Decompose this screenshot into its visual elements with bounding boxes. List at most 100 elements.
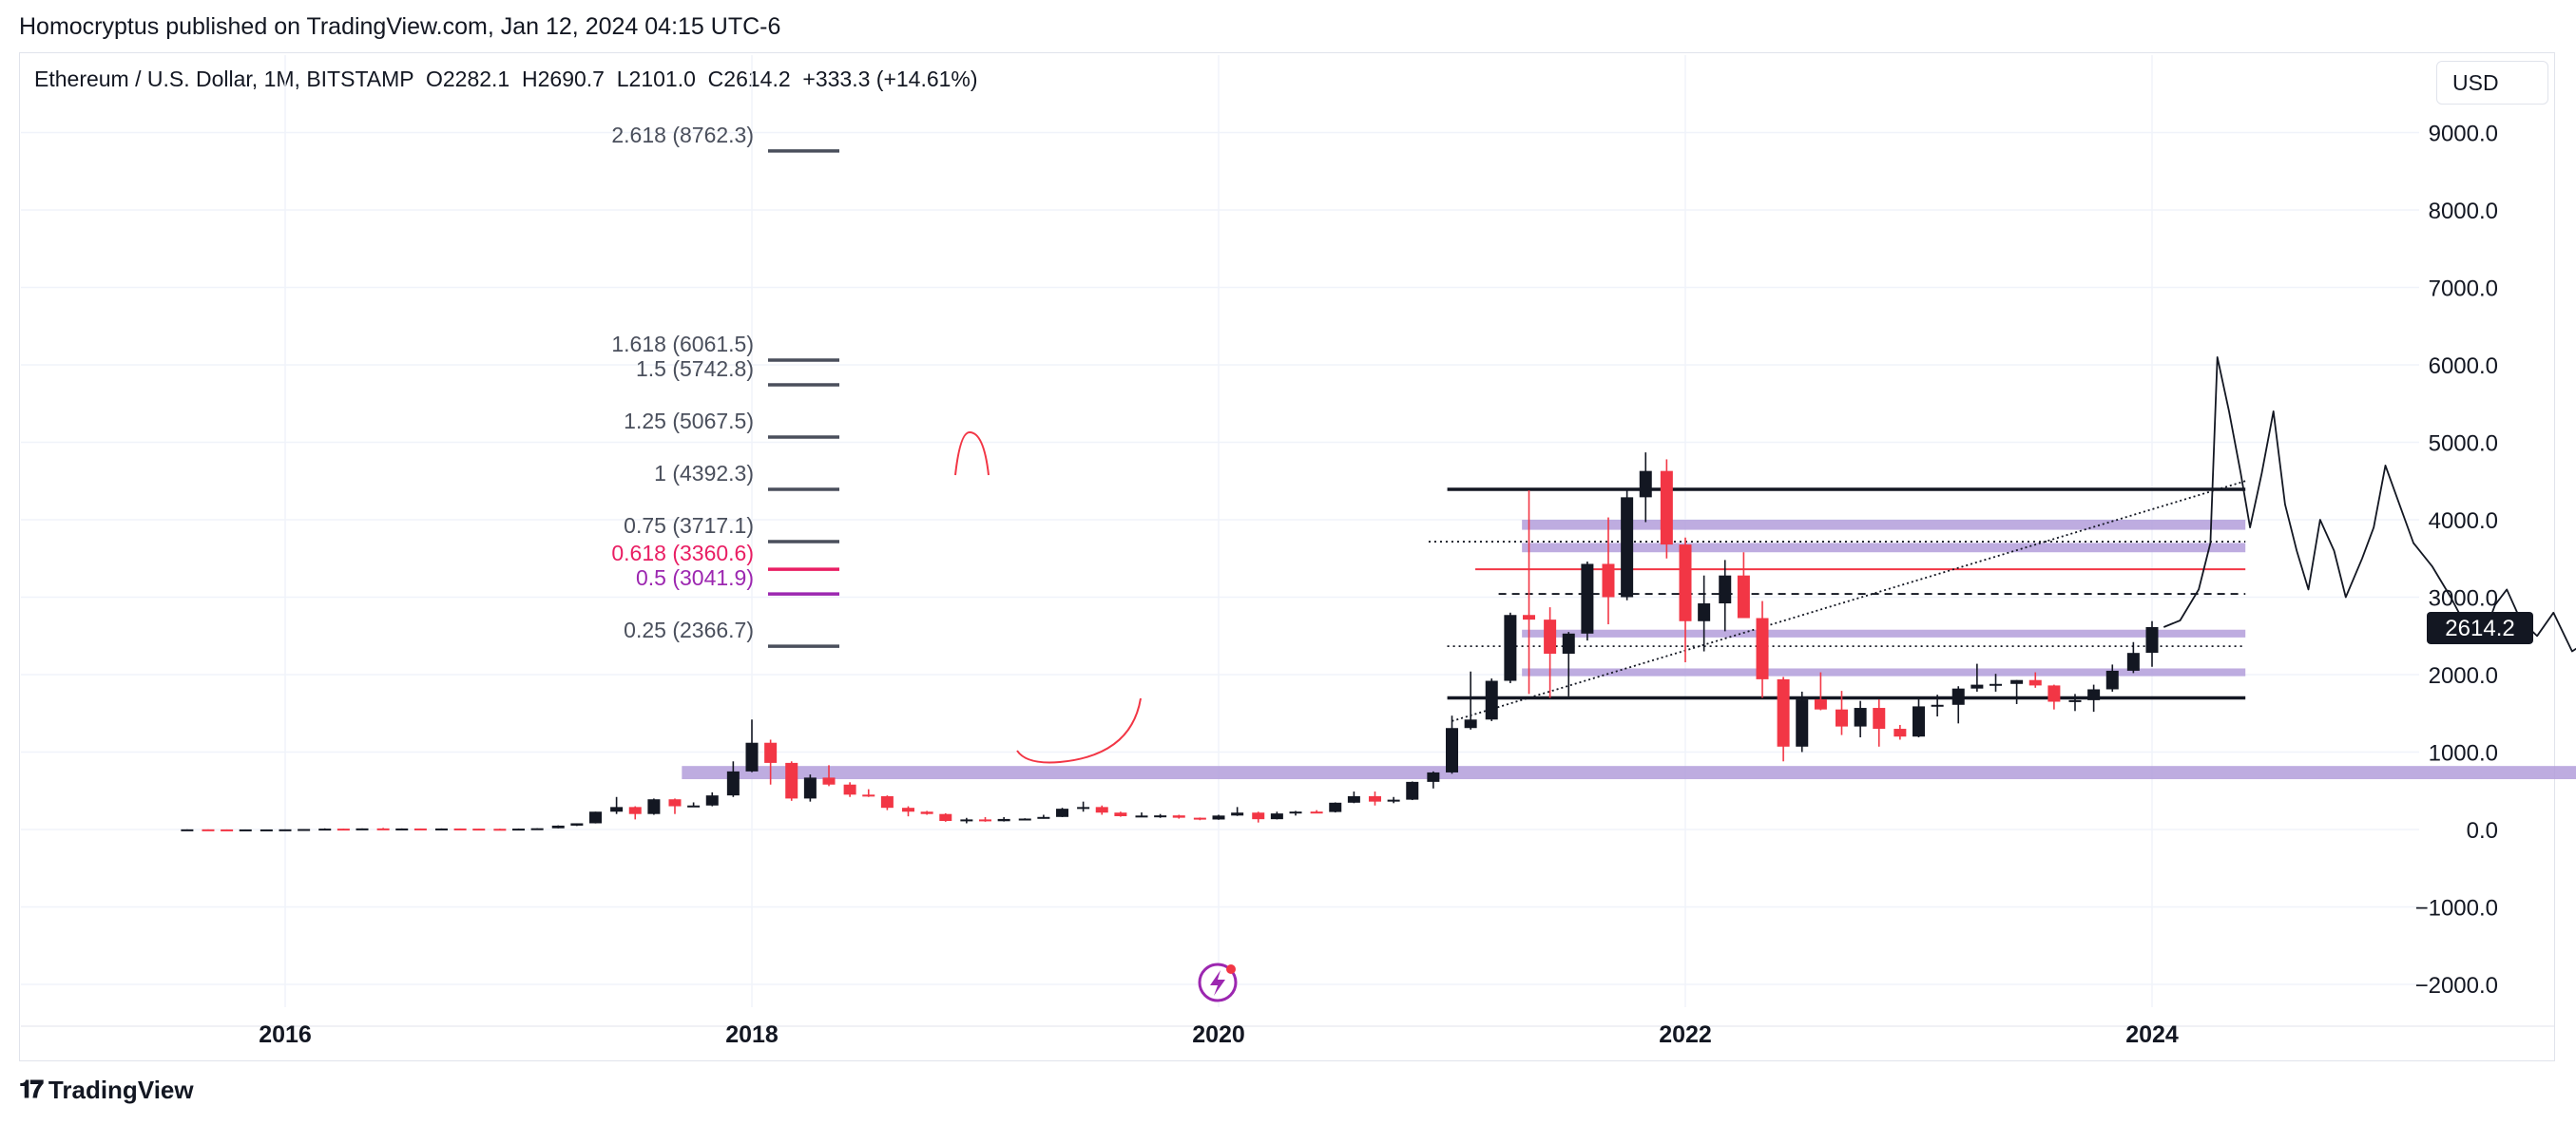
candle-body (880, 795, 894, 809)
candle-body (939, 813, 952, 822)
candles (181, 452, 2159, 831)
candle-body (2126, 653, 2140, 671)
fib-label: 1.5 (5742.8) (636, 356, 754, 381)
candle-body (221, 829, 234, 831)
candle-body (1193, 817, 1206, 820)
x-tick-label: 2024 (2125, 1021, 2179, 1048)
candle-body (1077, 807, 1090, 810)
candle-body (1523, 615, 1536, 620)
candle-body (610, 807, 624, 812)
candle-body (1347, 795, 1360, 803)
fib-levels: 2.618 (8762.3) 1.618 (6061.5)1.5 (5742.8)… (611, 123, 839, 648)
candle-body (1602, 563, 1615, 598)
candle-body (1835, 709, 1848, 727)
candle-body (726, 771, 740, 796)
candle-body (2145, 626, 2159, 654)
candle-body (1172, 815, 1185, 818)
candle-body (1777, 678, 1790, 747)
candle-body (979, 819, 991, 822)
fib-label: 0.5 (3041.9) (636, 565, 754, 590)
candle-body (1252, 812, 1265, 820)
y-tick-label: 8000.0 (2429, 199, 2498, 224)
y-tick-label: 7000.0 (2429, 276, 2498, 302)
x-tick-label: 2020 (1192, 1021, 1245, 1048)
candle-body (181, 829, 194, 831)
fib-label: 0.75 (3717.1) (624, 513, 754, 538)
candle-body (803, 777, 817, 799)
last-price-label: 2614.2 (2445, 616, 2514, 641)
y-tick-label: 3000.0 (2429, 586, 2498, 612)
fib-label: 1 (4392.3) (654, 461, 754, 486)
zone-band (1522, 629, 2246, 638)
tradingview-logo-icon: 𝟏𝟕 (19, 1076, 44, 1104)
candle-body (1135, 815, 1148, 818)
candle-body (1660, 470, 1673, 545)
y-tick-label: 0.0 (2467, 818, 2498, 844)
chart-frame (19, 52, 2555, 1061)
annotations (954, 430, 1238, 1002)
flash-icon[interactable] (1198, 963, 1238, 1002)
candle-body (376, 828, 390, 830)
candle-body (2087, 689, 2101, 700)
candle-body (1562, 633, 1575, 654)
price-axis[interactable]: 9000.0 8000.0 7000.0 6000.0 5000.0 4000.0 3000… (2415, 122, 2498, 1000)
candle-body (453, 828, 467, 830)
candle-body (1796, 699, 1809, 747)
symbol-legend[interactable]: Ethereum / U.S. Dollar, 1M, BITSTAMP O22… (34, 67, 978, 91)
candle-body (1114, 812, 1127, 816)
candle-body (1212, 815, 1225, 820)
candle-body (413, 828, 427, 830)
candle-body (570, 823, 584, 826)
projection-path (2163, 356, 2576, 653)
candle-body (997, 818, 1010, 822)
y-tick-label: −2000.0 (2415, 973, 2498, 999)
published-byline: Homocryptus published on TradingView.com… (19, 13, 781, 40)
candle-body (493, 829, 507, 831)
y-tick-label: 4000.0 (2429, 508, 2498, 534)
candle-body (1951, 688, 1965, 705)
y-tick-label: 2000.0 (2429, 663, 2498, 689)
candle-body (1464, 719, 1477, 729)
candle-body (1329, 802, 1342, 812)
x-tick-label: 2016 (259, 1021, 312, 1048)
fib-label: 1.25 (5067.5) (624, 409, 754, 433)
trend-dotted-line (1451, 480, 2246, 722)
candle-body (705, 795, 719, 806)
candle-body (1037, 816, 1050, 819)
candle-body (1056, 809, 1069, 817)
candle-body (472, 829, 486, 831)
candle-body (1427, 772, 1440, 782)
fib-label: 1.618 (6061.5) (611, 332, 754, 356)
fib-label: 2.618 (8762.3) (611, 123, 754, 147)
tradingview-brand[interactable]: 𝟏𝟕 TradingView (19, 1076, 194, 1105)
currency-button[interactable]: USD (2436, 61, 2548, 105)
candle-body (647, 799, 661, 814)
last-price-box (2427, 611, 2533, 644)
candle-body (298, 829, 311, 831)
candle-body (2010, 679, 2024, 684)
candle-body (822, 777, 836, 785)
candle-body (1737, 575, 1750, 619)
zone-band (682, 766, 2576, 780)
candle-body (1970, 684, 1984, 689)
candle-body (628, 807, 642, 814)
candle-body (1814, 699, 1827, 710)
projection-line (2163, 356, 2576, 653)
candle-body (1894, 729, 1907, 737)
candle-body (1289, 811, 1302, 814)
zone-band (1522, 668, 2246, 677)
candle-body (530, 828, 544, 830)
candle-body (1990, 683, 2003, 686)
candle-body (1581, 563, 1594, 634)
trend-line (1451, 480, 2246, 722)
candle-body (1931, 704, 1944, 707)
fib-label: 0.618 (3360.6) (611, 541, 754, 565)
brand-name: TradingView (48, 1076, 194, 1104)
currency-label: USD (2452, 69, 2499, 95)
candle-body (1485, 680, 1498, 720)
time-axis[interactable]: 2016201820202022202420262028203020322034 (259, 1021, 2576, 1048)
candle-body (1639, 470, 1652, 498)
candle-body (960, 819, 973, 822)
candle-body (764, 742, 778, 763)
